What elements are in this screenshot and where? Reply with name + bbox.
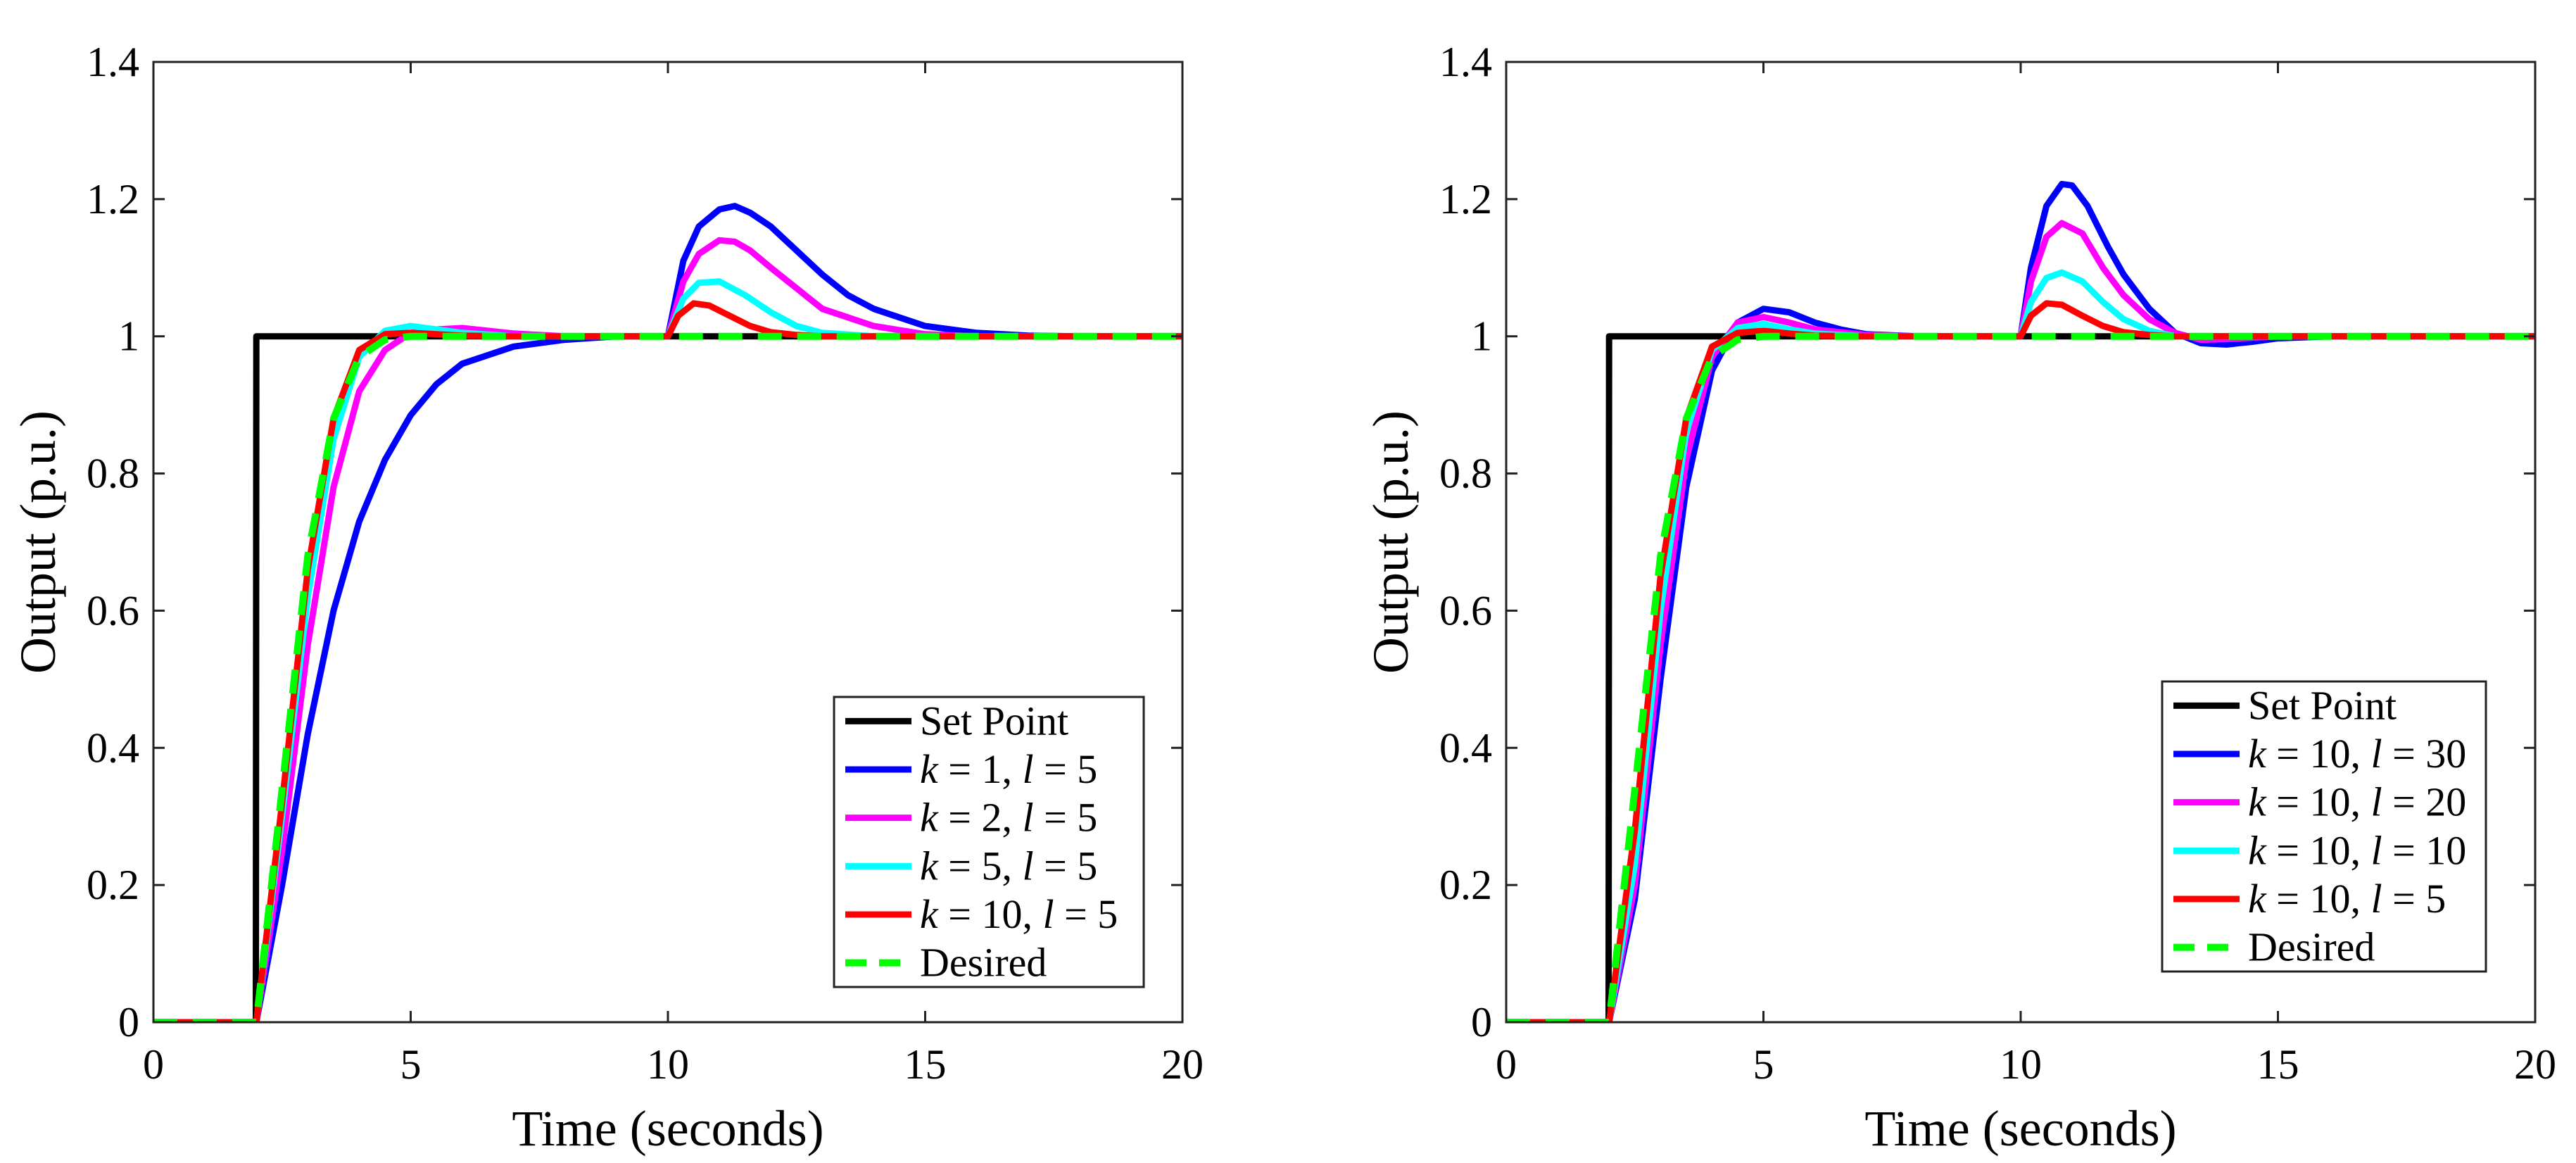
y-tick-label: 0 [118,999,139,1045]
chart-left: 0 5 10 15 20 0 0.2 0.4 0.6 0.8 1 1.2 1.4 Time (second… [10,39,1204,1157]
x-tick-label: 20 [2514,1041,2556,1088]
legend-entry-1: k = 10, l = 30 [2248,731,2466,777]
series-line-5 [153,332,1182,1022]
series-line-5 [1506,332,2535,1022]
x-tick-label: 5 [1753,1041,1774,1088]
x-axis-label: Time (seconds) [1864,1100,2176,1157]
legend-box [2161,680,2487,973]
y-tick-label: 0.2 [1439,862,1492,908]
legend-entry-3: k = 10, l = 10 [2248,827,2466,873]
chart-right: 0 5 10 15 20 0 0.2 0.4 0.6 0.8 1 1.2 1.4 Time (second… [1363,39,2556,1157]
x-tick-label: 5 [400,1041,422,1088]
y-tick-label: 0.6 [1439,587,1492,634]
y-tick-label: 0.8 [87,451,139,497]
y-tick-label: 0.6 [87,587,139,634]
y-tick-label: 0.8 [1439,451,1492,497]
x-tick-label: 10 [647,1041,689,1088]
y-tick-label: 0.2 [87,862,139,908]
legend-entry-5: Desired [920,940,1047,986]
series-group [153,203,1182,1022]
series-group [1506,180,2535,1022]
series-line-1 [1506,180,2535,1022]
y-tick-label: 0.4 [1439,724,1492,771]
y-tick-label: 1.4 [1439,39,1492,85]
legend-entry-4: k = 10, l = 5 [2248,876,2446,922]
legend-entry-0: Set Point [920,698,1068,743]
legend-entry-1: k = 1, l = 5 [920,746,1097,792]
x-tick-label: 0 [143,1041,164,1088]
legend-entry-0: Set Point [2248,682,2397,728]
y-tick-label: 1.4 [87,39,139,85]
legend-entry-4: k = 10, l = 5 [920,891,1118,937]
x-tick-label: 0 [1496,1041,1517,1088]
legend-entry-5: Desired [2248,924,2375,970]
legend-entry-3: k = 5, l = 5 [920,843,1097,888]
x-tick-label: 15 [904,1041,947,1088]
legend-box [833,696,1145,988]
legend-entry-2: k = 10, l = 20 [2248,779,2466,825]
x-tick-label: 15 [2257,1041,2299,1088]
y-tick-label: 1 [1471,313,1492,360]
y-tick-label: 0.4 [87,724,139,771]
x-tick-label: 10 [2000,1041,2042,1088]
y-tick-label: 1 [118,313,139,360]
y-tick-label: 1.2 [1439,176,1492,222]
legend-entry-2: k = 2, l = 5 [920,795,1097,841]
y-axis-label: Output (p.u.) [10,410,66,674]
y-axis-label: Output (p.u.) [1363,410,1419,674]
y-tick-label: 0 [1471,999,1492,1045]
x-axis-label: Time (seconds) [512,1100,823,1157]
series-line-1 [153,203,1182,1022]
y-tick-label: 1.2 [87,176,139,222]
x-tick-label: 20 [1161,1041,1204,1088]
